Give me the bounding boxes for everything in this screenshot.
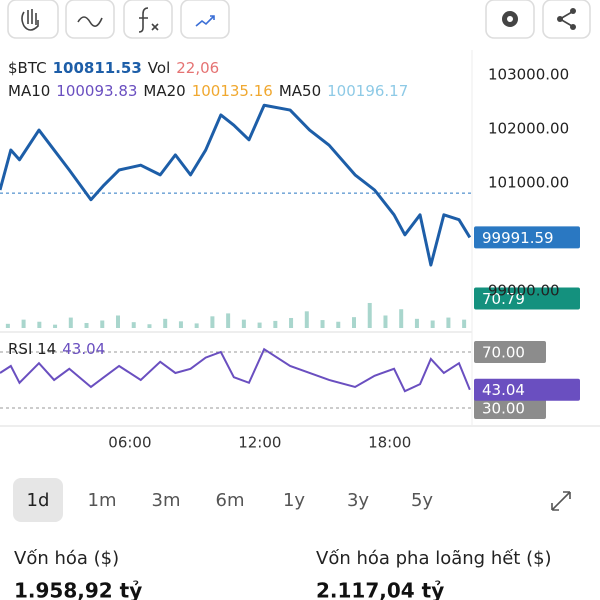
legend-row: MA10 100093.83 MA20 100135.16 MA50 100196.17 xyxy=(8,82,408,100)
legend-name: Vol xyxy=(148,59,170,77)
share-dot xyxy=(570,24,576,30)
line-icon xyxy=(77,16,103,27)
rsi-last-bg xyxy=(474,378,580,401)
range-tab[interactable]: 3m xyxy=(152,490,181,511)
legend-value: 100135.16 xyxy=(192,82,273,100)
volume-bar xyxy=(226,313,231,328)
range-tab[interactable]: 5y xyxy=(411,490,433,511)
volume-bar xyxy=(178,321,183,328)
volume-bar xyxy=(383,315,388,328)
volume-bar xyxy=(163,318,168,328)
volume-bar xyxy=(430,320,435,328)
range-tab[interactable]: 1m xyxy=(88,490,117,511)
badges: 70.79 103000.00 102000.00 101000.00 99000.00… xyxy=(474,65,580,419)
x-tick-label: 18:00 xyxy=(368,434,411,452)
price-line xyxy=(0,103,472,267)
y-tick-label: 99000.00 xyxy=(488,281,560,299)
hand-icon xyxy=(21,9,39,31)
volume-bar xyxy=(257,322,262,328)
volume-bar xyxy=(399,309,404,328)
legend-value: 100196.17 xyxy=(327,82,408,100)
line-button[interactable] xyxy=(65,0,115,39)
stat-value: 2.117,04 tỷ xyxy=(316,579,444,600)
volume-bar xyxy=(210,316,215,328)
formula-icon xyxy=(138,7,159,33)
legend-value: 22,06 xyxy=(176,59,219,77)
volume-bar xyxy=(320,320,325,328)
share-dot xyxy=(557,16,563,22)
formula-button[interactable] xyxy=(123,0,173,39)
range-tab[interactable]: 6m xyxy=(216,490,245,511)
rsi-name: RSI 14 xyxy=(8,340,56,358)
volume-bar xyxy=(273,320,278,328)
range-tab[interactable]: 3y xyxy=(347,490,369,511)
volume-bar xyxy=(84,322,89,328)
settings-icon-hole xyxy=(507,16,513,22)
volume-bar xyxy=(446,317,451,328)
stat-label: Vốn hóa pha loãng hết ($) xyxy=(316,548,552,569)
x-tick-label: 12:00 xyxy=(238,434,281,452)
rsi-level-label: 30.00 xyxy=(482,399,525,417)
volume-bar xyxy=(289,317,294,328)
volume-bar xyxy=(462,319,467,328)
expand-icon[interactable] xyxy=(551,491,571,511)
last-price: 99991.59 xyxy=(482,229,554,247)
range-tab[interactable]: 1y xyxy=(283,490,305,511)
hand-button[interactable] xyxy=(7,0,59,39)
stat-label: Vốn hóa ($) xyxy=(14,548,119,569)
last-volume-bg xyxy=(474,287,580,310)
plots: RSI 14 43.04 xyxy=(0,103,472,409)
rsi-level-badge xyxy=(474,340,546,363)
legend-row: $BTC 100811.53 Vol 22,06 xyxy=(8,59,219,77)
legend-value: 100093.83 xyxy=(56,82,137,100)
x-tick-label: 06:00 xyxy=(108,434,151,452)
volume-bar xyxy=(367,302,372,328)
volume-bar xyxy=(194,323,199,328)
legend-value: 100811.53 xyxy=(53,59,142,77)
volume-bar xyxy=(131,322,136,328)
volume-bar xyxy=(116,315,120,328)
toolbar xyxy=(7,0,591,39)
rsi-level-label: 70.00 xyxy=(482,343,525,361)
last-volume: 70.79 xyxy=(482,290,525,308)
rsi-line xyxy=(0,347,471,393)
volume-bar xyxy=(37,321,42,328)
rsi-value: 43.04 xyxy=(62,340,105,358)
rsi-last: 43.04 xyxy=(482,381,525,399)
stat-value: 1.958,92 tỷ xyxy=(14,579,142,600)
share-dot xyxy=(570,8,576,14)
volume-bar xyxy=(100,320,105,328)
volume-bar xyxy=(241,319,246,328)
volume-bar xyxy=(352,317,356,328)
ai-icon xyxy=(195,15,215,27)
volume-bar xyxy=(68,317,73,328)
rsi-legend: RSI 14 43.04 xyxy=(8,340,105,358)
range-selected[interactable] xyxy=(13,478,63,522)
volume-bar xyxy=(414,318,419,328)
bottom-panel: 06:00 12:00 18:00 1d 1m 3m 6m 1y 3y 5y Vốn hóa ($)… xyxy=(13,434,571,600)
range-tab[interactable]: 1d xyxy=(27,490,50,511)
share-button[interactable] xyxy=(542,0,591,39)
volume-bar xyxy=(336,321,341,328)
legend-name: $BTC xyxy=(8,59,47,77)
y-tick-label: 103000.00 xyxy=(488,65,569,83)
volume-bar xyxy=(147,324,152,328)
y-tick-label: 102000.00 xyxy=(488,119,569,137)
last-price-bg xyxy=(474,226,580,249)
ai-button[interactable] xyxy=(180,0,230,39)
volume-bar xyxy=(21,319,26,328)
volume-bar xyxy=(304,311,309,328)
volume-bar xyxy=(53,324,58,328)
y-tick-label: 101000.00 xyxy=(488,173,569,191)
legend-name: MA10 xyxy=(8,82,50,100)
legend-name: MA20 xyxy=(143,82,185,100)
legend-name: MA50 xyxy=(279,82,321,100)
volume-bar xyxy=(5,323,10,328)
rsi-level-badge xyxy=(474,396,546,419)
